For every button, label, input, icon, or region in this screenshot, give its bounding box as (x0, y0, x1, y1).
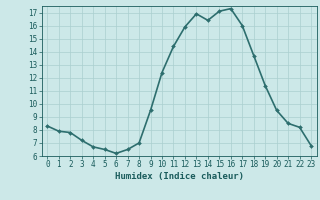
X-axis label: Humidex (Indice chaleur): Humidex (Indice chaleur) (115, 172, 244, 181)
